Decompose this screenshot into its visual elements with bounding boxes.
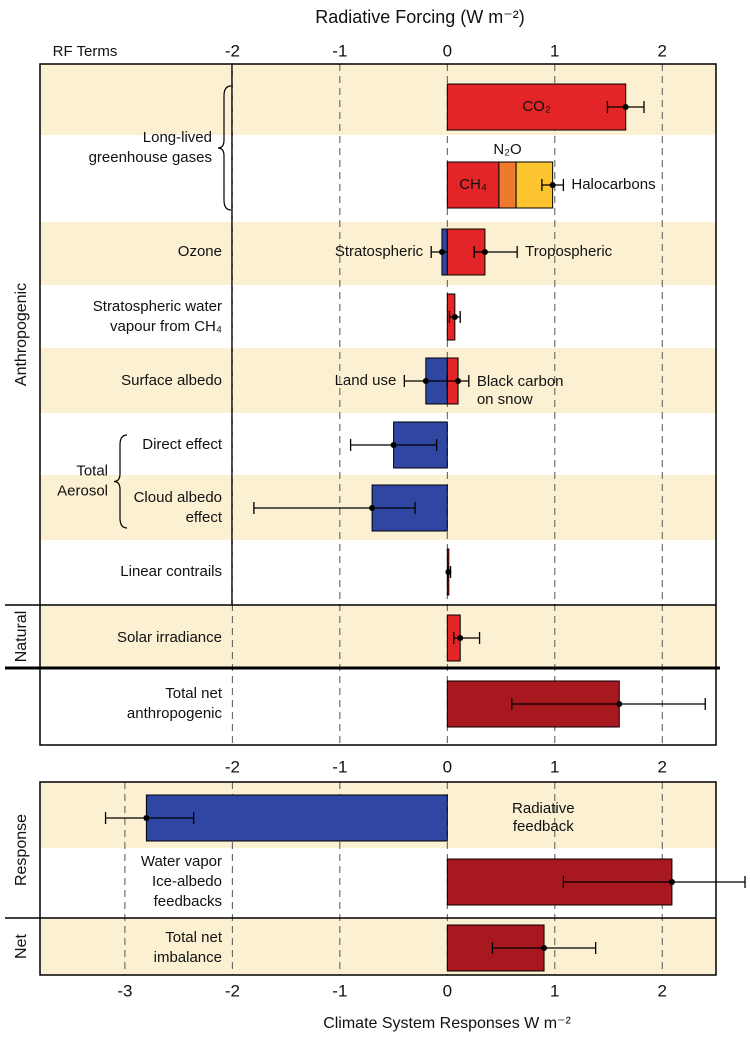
x-tick-label: 0: [443, 757, 452, 776]
x-axis-title: Climate System Responses W m⁻²: [323, 1015, 571, 1032]
error-center: [541, 945, 548, 951]
row-label: Solar irradiance: [117, 629, 222, 646]
row-label: imbalance: [154, 949, 222, 966]
error-center: [143, 815, 150, 821]
row-label: Ozone: [178, 243, 222, 260]
section-label-group: Anthropogenic: [13, 283, 30, 386]
panel-frame: [39, 781, 717, 976]
bracket-label: Long-lived: [143, 129, 212, 146]
error-center: [457, 635, 464, 641]
bar-name: N₂O: [493, 141, 521, 158]
x-tick-label: 2: [658, 41, 667, 60]
error-center: [549, 182, 556, 188]
row-label: vapour from CH₄: [110, 318, 222, 335]
row-label: Cloud albedo: [134, 489, 222, 506]
x-tick-label: 1: [550, 981, 559, 1000]
x-tick-label: -1: [332, 757, 347, 776]
bar-segment: [498, 161, 517, 209]
row-band: [40, 918, 716, 975]
error-center: [438, 249, 445, 255]
error-center: [422, 378, 429, 384]
section-label-group: Net: [13, 934, 30, 959]
bar-name: CH₄: [459, 176, 487, 193]
bar-name: Tropospheric: [525, 243, 612, 260]
x-tick-label: 2: [658, 981, 667, 1000]
x-tick-label: 1: [550, 757, 559, 776]
section-label-group: Response: [13, 814, 30, 886]
x-tick-label: -2: [225, 757, 240, 776]
row-band: [40, 605, 716, 668]
chart-title: Radiative Forcing (W m⁻²): [315, 7, 525, 27]
error-center: [668, 879, 675, 885]
error-center: [481, 249, 488, 255]
row-label: Total net: [165, 929, 223, 946]
bar-name: Black carbon: [477, 373, 564, 390]
error-center: [369, 505, 376, 511]
row-label: Stratospheric water: [93, 298, 222, 315]
row-band: [40, 348, 716, 413]
bar: [446, 83, 627, 131]
row-label: Linear contrails: [120, 563, 222, 580]
row-label: Water vapor: [141, 853, 222, 870]
row-label: anthropogenic: [127, 705, 223, 722]
section-label: Anthropogenic: [13, 283, 30, 386]
x-tick-label: -1: [332, 981, 347, 1000]
x-tick-label: -2: [225, 981, 240, 1000]
bar: [145, 794, 448, 842]
row-label: Total net: [165, 685, 223, 702]
bar-name: Land use: [335, 372, 397, 389]
row-band: [40, 222, 716, 285]
row-label: Ice-albedo: [152, 873, 222, 890]
error-center: [622, 104, 629, 110]
error-center: [451, 314, 458, 320]
panel-frame: [39, 63, 717, 746]
brace: [217, 85, 232, 211]
error-center: [390, 442, 397, 448]
x-tick-label: 1: [550, 41, 559, 60]
row-label: effect: [186, 509, 223, 526]
x-tick-label: 0: [443, 41, 452, 60]
row-label: Surface albedo: [121, 372, 222, 389]
row-label: feedbacks: [154, 893, 222, 910]
row-label: Direct effect: [142, 436, 223, 453]
bracket-label: Aerosol: [57, 482, 108, 499]
x-tick-label: -2: [225, 41, 240, 60]
bar-name: feedback: [513, 818, 574, 835]
column-label: RF Terms: [53, 43, 118, 60]
bracket-label: greenhouse gases: [89, 149, 212, 166]
error-center: [455, 378, 462, 384]
error-center: [616, 701, 623, 707]
bar-name: Halocarbons: [571, 176, 655, 193]
x-tick-label: 2: [658, 757, 667, 776]
bar-name: Radiative: [512, 800, 575, 817]
brace: [113, 434, 128, 529]
bar-name: Stratospheric: [335, 243, 424, 260]
bracket-label: Total: [76, 462, 108, 479]
bar-name: on snow: [477, 391, 533, 408]
error-center: [445, 569, 452, 575]
bar-segment: [446, 161, 500, 209]
section-label: Natural: [13, 611, 30, 663]
bar-name: CO₂: [522, 98, 551, 115]
x-tick-label: -1: [332, 41, 347, 60]
section-label: Response: [13, 814, 30, 886]
x-tick-label: 0: [443, 981, 452, 1000]
section-label: Net: [13, 934, 30, 959]
x-tick-label: -3: [117, 981, 132, 1000]
section-label-group: Natural: [13, 611, 30, 663]
